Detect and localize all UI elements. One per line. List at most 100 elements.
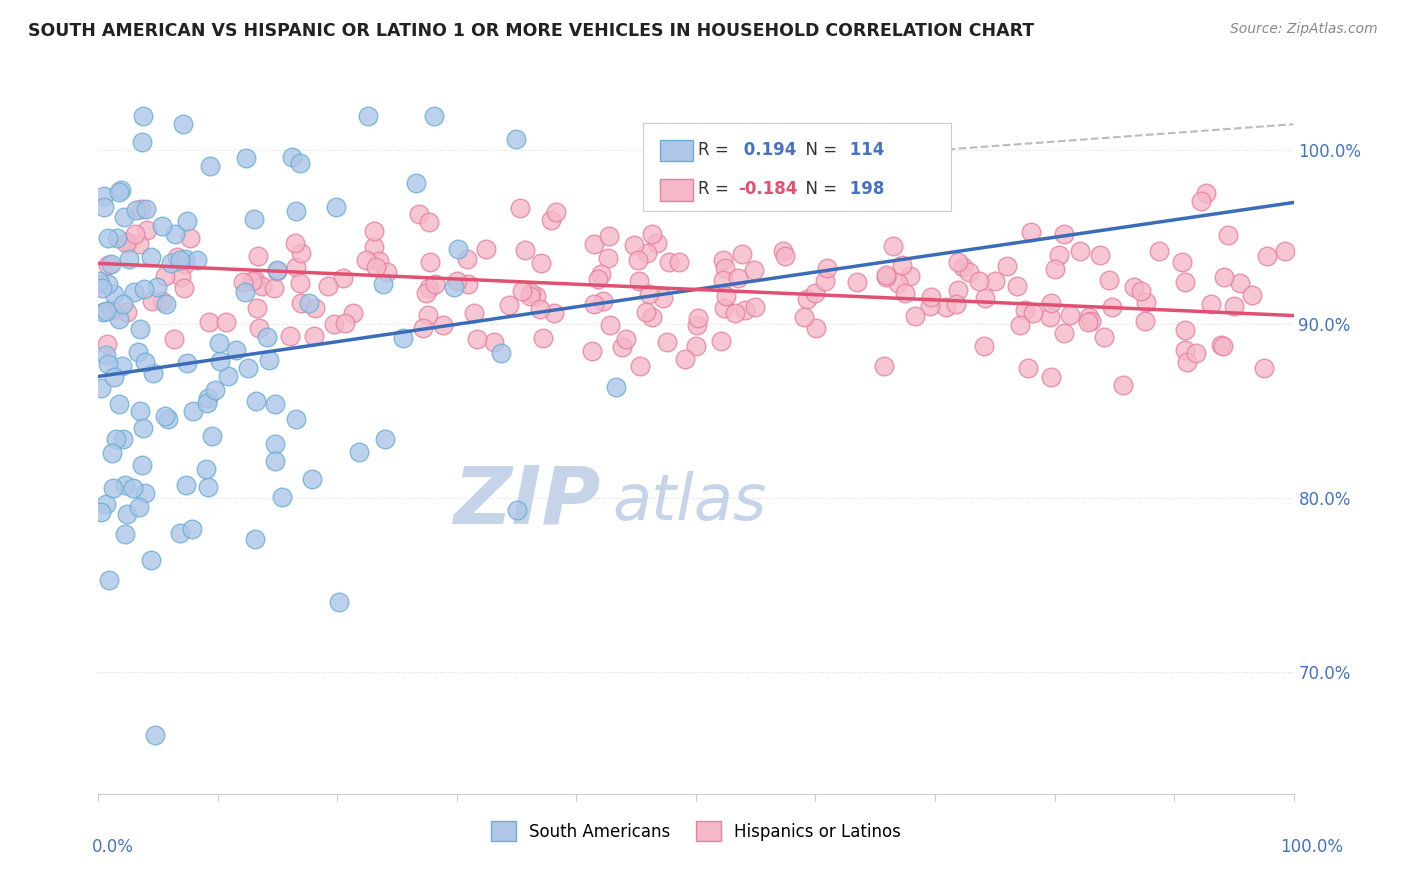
Point: [204, 383, 226, 397]
Point: [1209, 337, 1232, 351]
Point: [1059, 308, 1081, 322]
Point: [245, 393, 267, 408]
Point: [134, 354, 156, 368]
Point: [233, 285, 256, 299]
Point: [714, 260, 737, 275]
Point: [465, 332, 488, 346]
Point: [658, 254, 681, 268]
Point: [278, 328, 301, 343]
Point: [166, 250, 188, 264]
Point: [100, 303, 122, 318]
Point: [533, 331, 555, 345]
Point: [375, 265, 398, 279]
Point: [176, 356, 198, 370]
Point: [612, 340, 634, 354]
Point: [169, 525, 191, 540]
Point: [197, 480, 219, 494]
Point: [186, 253, 208, 268]
Point: [875, 268, 897, 282]
Point: [1174, 343, 1197, 357]
Point: [415, 285, 437, 300]
Point: [1175, 354, 1198, 368]
Point: [1005, 279, 1028, 293]
Point: [328, 595, 350, 609]
Point: [423, 277, 446, 291]
Point: [995, 259, 1018, 273]
Text: N =: N =: [794, 180, 837, 198]
Text: 198: 198: [844, 180, 884, 198]
Point: [181, 404, 204, 418]
Point: [288, 276, 311, 290]
Point: [111, 297, 134, 311]
Point: [141, 553, 163, 567]
Point: [256, 330, 278, 344]
Point: [107, 397, 129, 411]
Point: [641, 310, 664, 324]
Point: [484, 334, 506, 349]
Point: [103, 286, 125, 301]
Point: [583, 297, 606, 311]
Point: [583, 236, 606, 251]
Point: [772, 244, 794, 258]
Point: [108, 185, 131, 199]
Text: SOUTH AMERICAN VS HISPANIC OR LATINO 1 OR MORE VEHICLES IN HOUSEHOLD CORRELATION: SOUTH AMERICAN VS HISPANIC OR LATINO 1 O…: [28, 22, 1035, 40]
Point: [141, 250, 163, 264]
Point: [97, 357, 120, 371]
Point: [142, 367, 165, 381]
Point: [163, 227, 186, 241]
Point: [920, 290, 942, 304]
Point: [264, 437, 287, 451]
Point: [363, 224, 385, 238]
Point: [263, 281, 285, 295]
Point: [1229, 276, 1251, 290]
Point: [894, 286, 917, 301]
Point: [463, 306, 485, 320]
Point: [1043, 262, 1066, 277]
Point: [91, 281, 114, 295]
Point: [215, 315, 238, 329]
Point: [815, 261, 838, 276]
Point: [111, 432, 134, 446]
Point: [160, 256, 183, 270]
Point: [90, 381, 112, 395]
Point: [920, 299, 942, 313]
Point: [194, 462, 217, 476]
Point: [304, 301, 326, 315]
Point: [443, 280, 465, 294]
Point: [284, 235, 307, 250]
Point: [121, 481, 143, 495]
Point: [491, 346, 513, 360]
Point: [318, 279, 340, 293]
Point: [1135, 295, 1157, 310]
Point: [179, 231, 201, 245]
Point: [284, 412, 307, 426]
Point: [668, 255, 690, 269]
Point: [744, 300, 766, 314]
Point: [356, 109, 378, 123]
Point: [97, 277, 120, 291]
Point: [845, 275, 868, 289]
Point: [173, 281, 195, 295]
Point: [87, 274, 110, 288]
Point: [176, 214, 198, 228]
Point: [101, 446, 124, 460]
Point: [246, 249, 269, 263]
Point: [173, 257, 195, 271]
Point: [101, 481, 124, 495]
Point: [333, 316, 356, 330]
Point: [1201, 297, 1223, 311]
Point: [1185, 346, 1208, 360]
Point: [153, 409, 176, 424]
Legend: South Americans, Hispanics or Latinos: South Americans, Hispanics or Latinos: [485, 814, 907, 848]
Point: [1170, 254, 1192, 268]
Point: [945, 297, 967, 311]
Point: [200, 159, 222, 173]
Point: [457, 277, 479, 291]
Text: R =: R =: [697, 141, 728, 159]
Point: [150, 219, 173, 233]
Point: [117, 235, 139, 249]
Point: [506, 503, 529, 517]
Point: [271, 490, 294, 504]
Point: [935, 300, 957, 314]
Point: [1022, 306, 1045, 320]
